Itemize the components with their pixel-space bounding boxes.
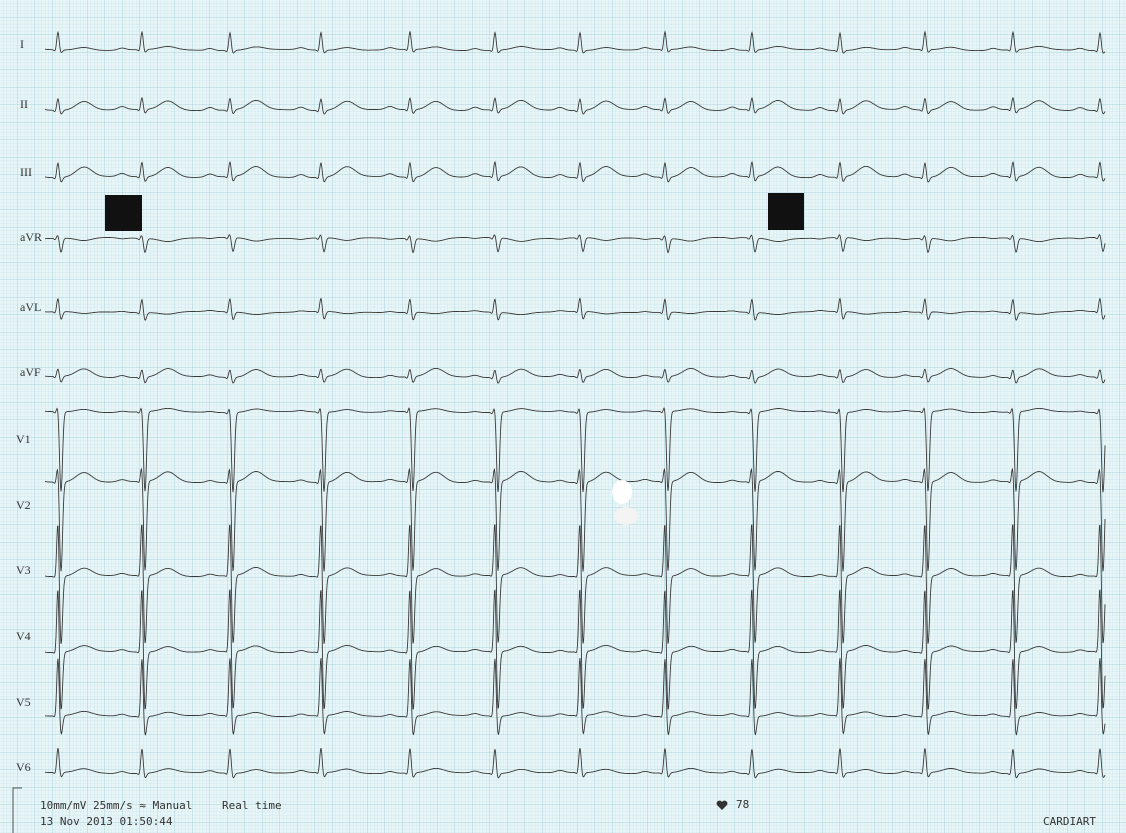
mode: Real time <box>222 799 282 812</box>
brand: CARDIART <box>1043 815 1096 828</box>
lead-label: V3 <box>16 563 31 577</box>
paper-mark <box>612 480 632 504</box>
paper-mark <box>614 507 638 525</box>
lead-label: III <box>20 165 32 179</box>
heart-rate: 78 <box>736 798 749 811</box>
lead-label: V2 <box>16 498 31 512</box>
ecg-printout: 10mm/mV 25mm/s ≈ Manual Real time 13 Nov… <box>0 0 1126 833</box>
lead-label: aVL <box>20 300 41 314</box>
grid <box>0 0 1126 833</box>
lead-label: V5 <box>16 695 31 709</box>
redaction <box>768 193 804 230</box>
settings: 10mm/mV 25mm/s ≈ Manual <box>40 799 192 812</box>
timestamp: 13 Nov 2013 01:50:44 <box>40 815 173 828</box>
redaction <box>105 195 142 231</box>
lead-label: aVR <box>20 230 42 244</box>
lead-label: V4 <box>16 629 31 643</box>
lead-label: aVF <box>20 365 41 379</box>
lead-label: V1 <box>16 432 31 446</box>
lead-label: V6 <box>16 760 31 774</box>
lead-label: II <box>20 97 28 111</box>
lead-label: I <box>20 37 24 51</box>
